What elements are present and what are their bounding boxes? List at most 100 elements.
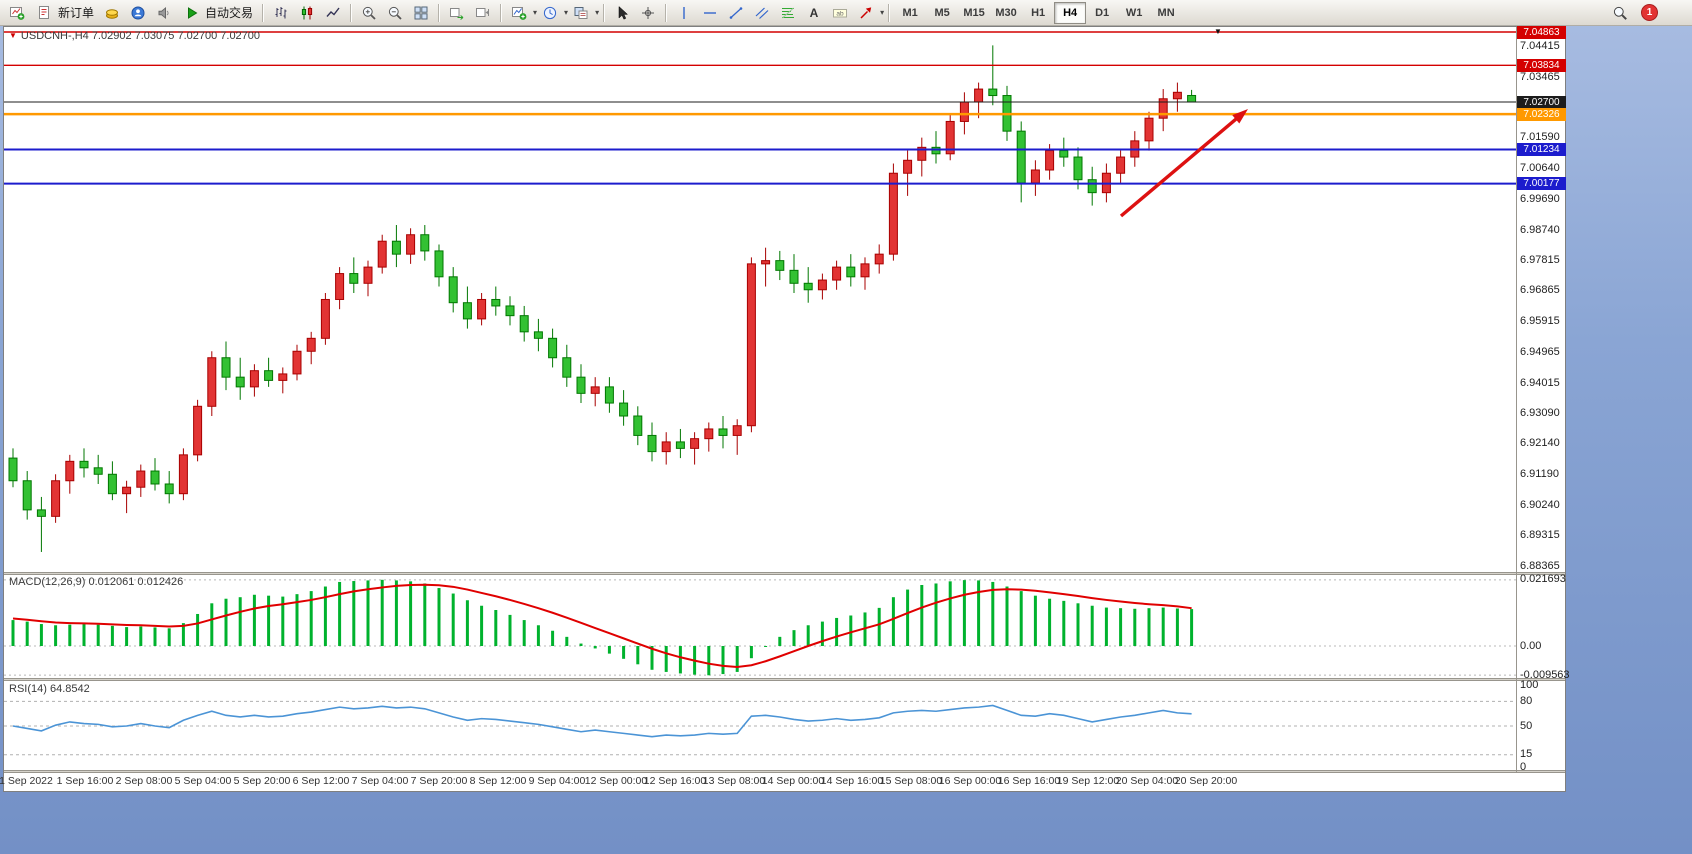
time-axis-label: 16 Sep 16:00 [997,775,1061,787]
crosshair-icon[interactable] [635,1,661,25]
trend-arrow-shaft[interactable] [1119,115,1240,218]
price-chart-canvas[interactable] [4,27,1516,573]
arrows-icon[interactable] [853,1,879,25]
trend-arrow-head[interactable] [1232,109,1248,124]
macd-histogram-bar [551,630,555,646]
horizontal-line-icon[interactable] [697,1,723,25]
candle-body [903,159,913,174]
time-axis-label: 2 Sep 08:00 [115,775,173,787]
notification-badge[interactable]: 1 [1641,4,1658,21]
shift-marker[interactable]: ▼ [1214,27,1222,36]
candle-body [93,467,103,475]
cursor-icon[interactable] [609,1,635,25]
timeframe-button-m5[interactable]: M5 [934,6,950,19]
timeframe-button-mn[interactable]: MN [1157,6,1175,19]
fibonacci-icon[interactable] [775,1,801,25]
candle-body [1030,169,1040,184]
macd-histogram-bar [125,627,129,646]
macd-histogram-bar [735,646,739,672]
macd-histogram-bar [139,626,143,646]
candle-body [292,350,302,375]
time-axis-label: 1 Sep 16:00 [56,775,114,787]
candle-body [775,260,785,271]
label-icon[interactable]: ab [827,1,853,25]
new-order-button[interactable]: 新订单 [30,2,99,24]
candle-body [505,305,515,317]
text-icon[interactable]: A [801,1,827,25]
macd-panel[interactable] [4,575,1516,678]
zoom-out-icon[interactable] [382,1,408,25]
macd-histogram-bar [451,593,455,646]
timeframe-button-m30[interactable]: M30 [995,6,1017,19]
toolbar-separator [350,3,353,22]
macd-histogram-bar [480,605,484,646]
price-tag-7.02700: 7.02700 [1517,95,1566,109]
line-chart-icon[interactable] [320,1,346,25]
macd-axis-label: -0.009563 [1520,668,1570,681]
macd-histogram-bar [366,580,370,646]
rsi-axis-label: 0 [1520,760,1527,773]
timeframe-button-m1[interactable]: M1 [902,6,918,19]
candle-body [434,250,444,278]
chart-window[interactable]: ▼ USDCNH-,H4 7.02902 7.03075 7.02700 7.0… [0,25,1570,792]
timeframe-button-h4[interactable]: H4 [1054,1,1087,24]
rsi-axis-label: 50 [1520,719,1533,732]
channel-icon[interactable] [749,1,775,25]
tile-windows-icon[interactable] [408,1,434,25]
auto-scroll-icon[interactable] [444,1,470,25]
candle-body [817,279,827,291]
dropdown-caret-icon[interactable]: ▾ [595,8,600,17]
macd-histogram-bar [565,636,569,646]
panel-separator[interactable] [4,678,1565,681]
candlestick-chart-icon[interactable] [294,1,320,25]
autotrade-button[interactable]: 自动交易 [177,2,258,24]
candle-body [278,373,288,381]
macd-histogram-bar [11,620,15,646]
rsi-line [12,704,1192,738]
zoom-in-icon[interactable] [356,1,382,25]
timeframe-button-h1[interactable]: H1 [1031,6,1046,19]
community-icon[interactable] [125,1,151,25]
svg-text:A: A [810,6,819,20]
price-tag-7.00177: 7.00177 [1517,177,1566,191]
macd-histogram-bar [196,613,200,646]
search-icon[interactable] [1607,1,1633,25]
macd-histogram-bar [352,581,356,646]
indicators-icon[interactable] [506,1,532,25]
price-tag-7.03834: 7.03834 [1517,58,1566,72]
periods-icon[interactable] [537,1,563,25]
vertical-line-icon[interactable] [671,1,697,25]
panel-separator[interactable] [4,770,1565,773]
sound-icon[interactable] [151,1,177,25]
panel-separator[interactable] [4,572,1565,575]
macd-histogram-bar [1033,595,1037,646]
bars-chart-icon[interactable] [268,1,294,25]
macd-histogram-bar [1119,608,1123,646]
timeframe-button-m15[interactable]: M15 [963,6,985,19]
time-axis-label: 6 Sep 12:00 [292,775,350,787]
macd-histogram-bar [1062,600,1066,646]
timeframe-button-w1[interactable]: W1 [1125,6,1143,19]
candle-body [264,370,274,381]
dropdown-caret-icon[interactable]: ▾ [880,8,885,17]
candle-body [533,331,543,339]
macd-histogram-bar [465,600,469,646]
macd-histogram-bar [39,624,43,646]
templates-icon[interactable] [568,1,594,25]
rsi-panel[interactable] [4,681,1516,770]
chart-shift-icon[interactable] [470,1,496,25]
funds-icon[interactable] [99,1,125,25]
candle-body [178,454,188,495]
rsi-axis-label: 80 [1520,694,1533,707]
macd-histogram-bar [1104,607,1108,646]
trendline-icon[interactable] [723,1,749,25]
candle-body [150,470,160,485]
dropdown-caret-icon[interactable]: ▾ [533,8,538,17]
new-chart-icon[interactable] [4,1,30,25]
timeframe-button-d1[interactable]: D1 [1095,6,1110,19]
macd-histogram-bar [522,620,526,646]
candle-body [1059,150,1069,158]
dropdown-caret-icon[interactable]: ▾ [564,8,569,17]
macd-histogram-bar [820,621,824,646]
